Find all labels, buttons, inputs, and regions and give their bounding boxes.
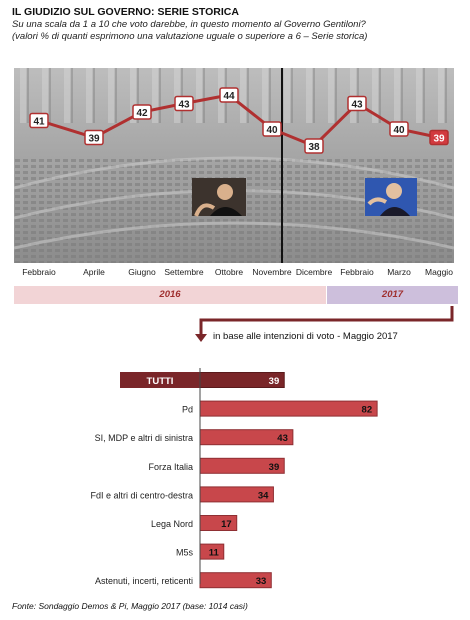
data-point: 43 [347, 95, 367, 112]
data-point: 43 [174, 95, 194, 112]
chart-note: (valori % di quanti esprimono una valuta… [12, 31, 368, 42]
data-point-marker [84, 129, 104, 146]
bar-value-label: 82 [362, 405, 373, 416]
breakdown-arrow [195, 306, 454, 342]
category-label: Pd [182, 405, 193, 415]
bar-value-label: 43 [277, 433, 288, 444]
portrait-renzi [192, 178, 246, 217]
line-series: 41 39 42 43 44 40 38 43 40 39 [29, 87, 449, 154]
bar-row: Pd 82 [182, 400, 378, 417]
data-label: 42 [136, 108, 148, 119]
bar-row: FdI e altri di centro-destra 34 [90, 486, 274, 503]
x-tick-label: Febbraio [22, 267, 56, 277]
series-line [38, 93, 440, 148]
category-label: Lega Nord [151, 519, 193, 529]
bar-value-label: 17 [221, 519, 232, 530]
data-point-marker [219, 87, 239, 103]
data-point: 41 [29, 112, 49, 129]
bar-chart: TUTTI 39 Pd 82 SI, MDP e altri di sinistra 43… [90, 368, 378, 589]
line-chart-panel: 41 39 42 43 44 40 38 43 40 39 [14, 68, 454, 263]
portrait-gentiloni [365, 178, 417, 216]
data-label: 43 [351, 100, 363, 111]
data-label: 41 [33, 117, 45, 128]
x-tick-label: Marzo [387, 267, 411, 277]
x-tick-label: Dicembre [296, 267, 333, 277]
data-point-marker [262, 121, 282, 137]
category-label-box [120, 372, 200, 388]
data-label: 38 [308, 142, 320, 153]
data-label: 40 [266, 125, 278, 136]
data-point: 44 [219, 87, 239, 103]
data-point-marker [304, 138, 324, 154]
category-label: Astenuti, incerti, reticenti [95, 576, 193, 586]
bar-value-label: 39 [269, 462, 280, 473]
chart-title: IL GIUDIZIO SUL GOVERNO: SERIE STORICA [12, 6, 239, 18]
data-point: 40 [389, 121, 409, 137]
bar-row: TUTTI 39 [120, 372, 285, 388]
category-label: M5s [176, 548, 194, 558]
breakdown-label: in base alle intenzioni di voto - Maggio… [213, 331, 398, 342]
bar-value-label: 33 [256, 576, 267, 587]
data-label: 43 [178, 100, 190, 111]
bar-value-label: 34 [258, 490, 269, 501]
x-tick-label: Maggio [425, 267, 453, 277]
data-point: 42 [132, 104, 152, 120]
bar-row: Forza Italia 39 [148, 457, 285, 474]
bar-row: Lega Nord 17 [151, 515, 238, 531]
x-tick-label: Aprile [83, 267, 105, 277]
category-label: FdI e altri di centro-destra [90, 490, 193, 500]
data-point-marker [132, 104, 152, 120]
data-label: 39 [88, 134, 100, 145]
data-point: 39 [429, 129, 449, 146]
year-band-2017: 2017 [327, 286, 458, 304]
x-tick-label: Giugno [128, 267, 156, 277]
data-point-marker [174, 95, 194, 112]
category-label: SI, MDP e altri di sinistra [95, 433, 193, 443]
data-point-marker [29, 112, 49, 129]
source-note: Fonte: Sondaggio Demos & Pi, Maggio 2017… [12, 601, 248, 611]
data-point: 38 [304, 138, 324, 154]
data-point: 39 [84, 129, 104, 146]
data-label: 40 [393, 125, 405, 136]
data-point-marker [347, 95, 367, 112]
x-tick-label: Novembre [252, 267, 291, 277]
data-label: 44 [223, 91, 235, 102]
line-chart: 41 39 42 43 44 40 38 43 40 39 [14, 68, 454, 263]
x-axis: Febbraio Aprile Giugno Settembre Ottobre Nove… [22, 267, 453, 277]
data-point: 40 [262, 121, 282, 137]
year-band-2016: 2016 [14, 286, 326, 304]
x-tick-label: Settembre [164, 267, 203, 277]
category-label: TUTTI [147, 376, 174, 387]
bar [199, 400, 378, 417]
category-label: Forza Italia [148, 462, 193, 472]
data-point-marker [389, 121, 409, 137]
bar-value-label: 11 [209, 548, 220, 559]
chart-question: Su una scala da 1 a 10 che voto darebbe,… [12, 19, 366, 30]
data-label: 39 [433, 134, 445, 145]
bar-row: Astenuti, incerti, reticenti 33 [95, 572, 272, 589]
data-point-marker [429, 129, 449, 146]
bar-value-label: 39 [269, 376, 280, 387]
bar-row: SI, MDP e altri di sinistra 43 [95, 429, 294, 446]
x-tick-label: Febbraio [340, 267, 374, 277]
x-tick-label: Ottobre [215, 267, 244, 277]
